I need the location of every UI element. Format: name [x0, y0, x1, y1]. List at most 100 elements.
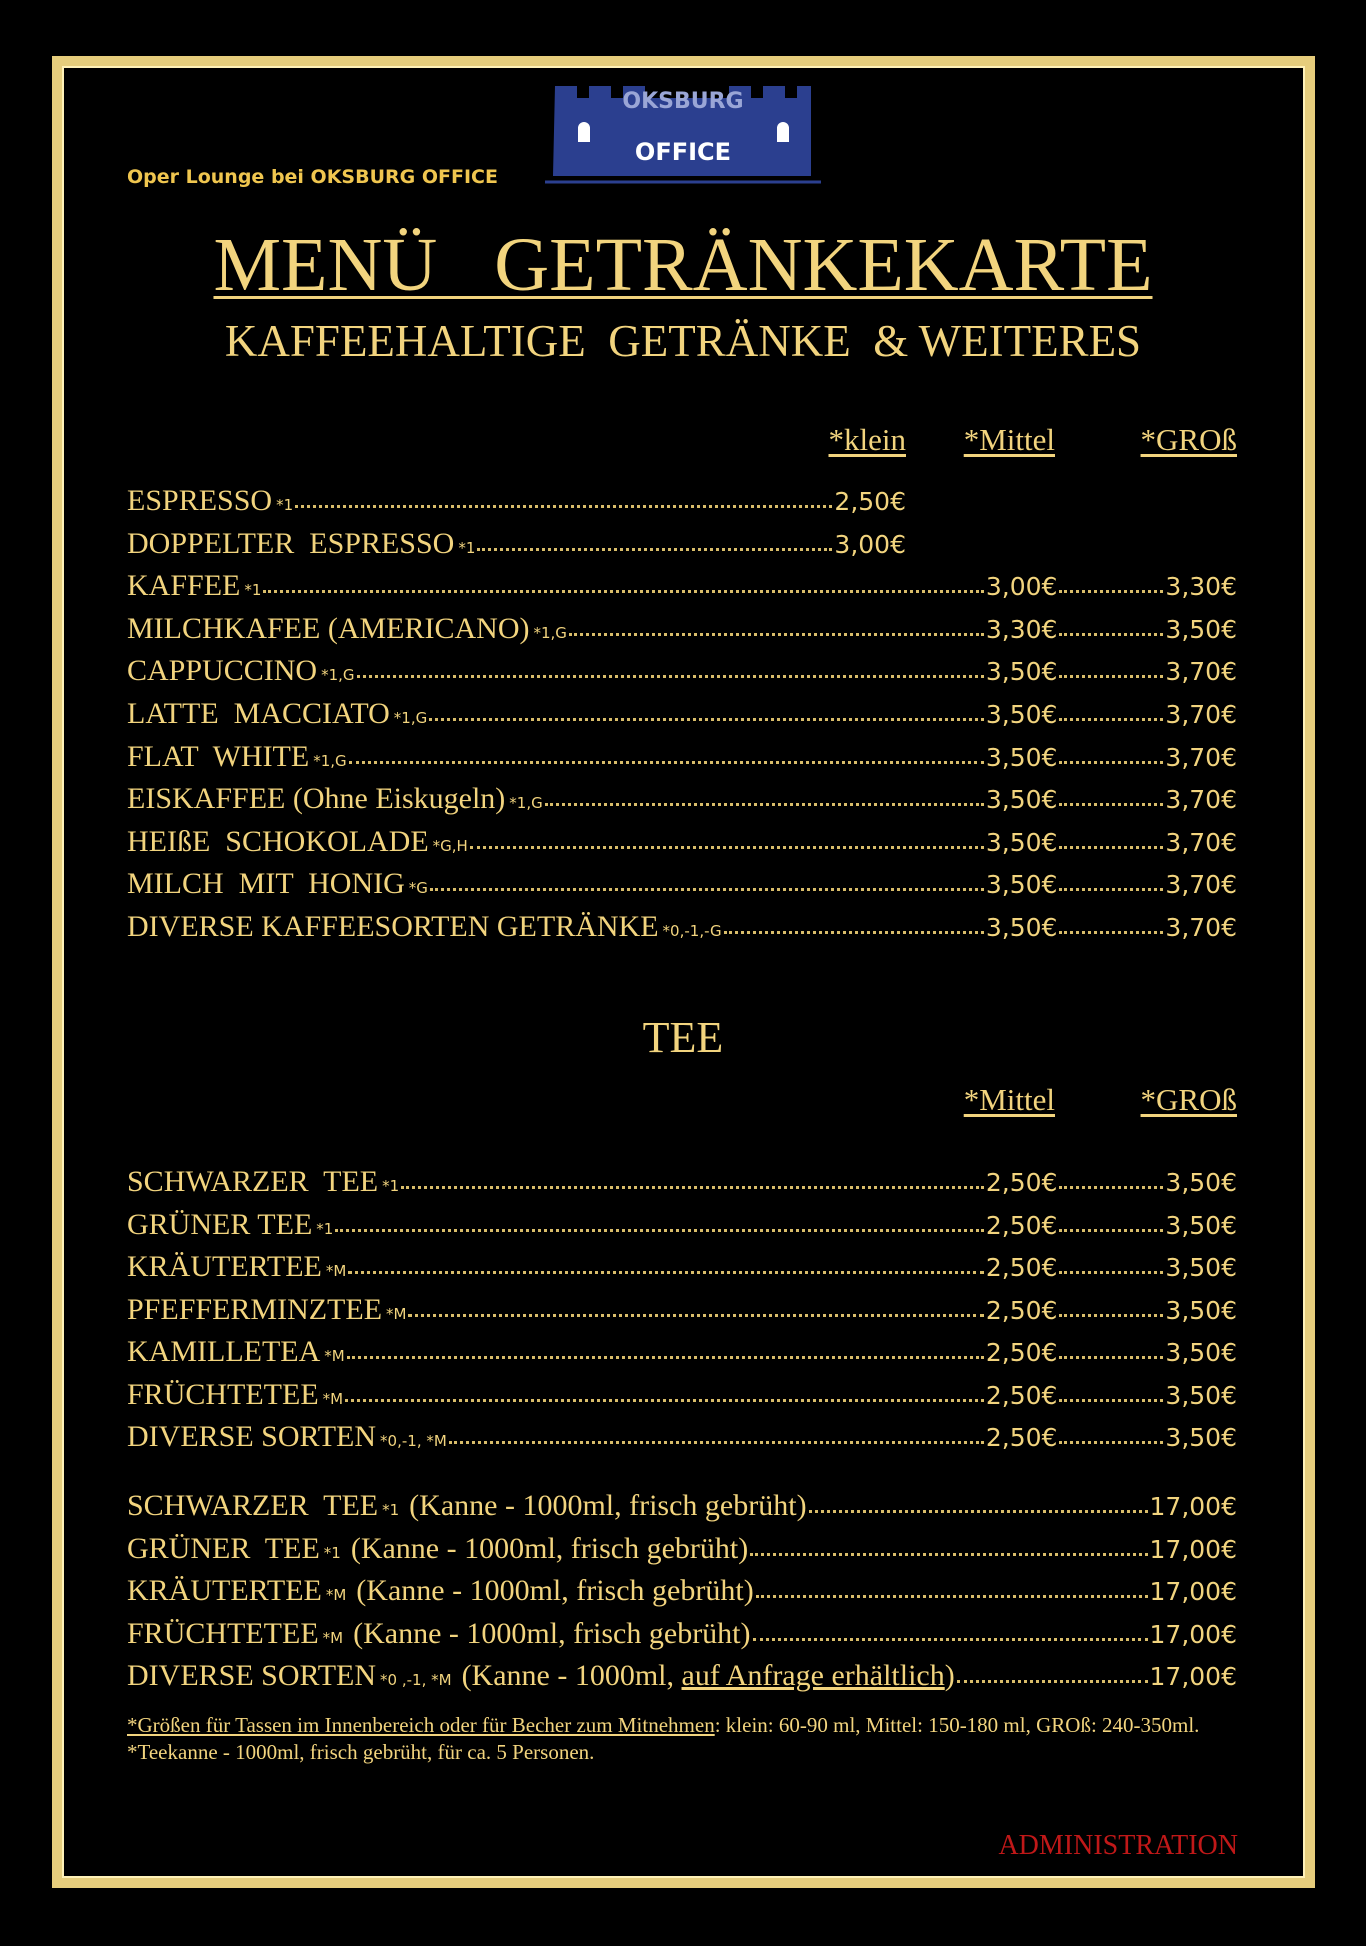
price: 3,70€	[1165, 700, 1237, 729]
dots	[752, 1637, 1148, 1641]
item-note: *1,G	[313, 751, 347, 770]
item-detail: (Kanne - 1000ml,	[461, 1659, 682, 1692]
dots	[429, 718, 984, 721]
dots	[1059, 632, 1164, 636]
menu-row: FRÜCHTETEE *M 2,50€ 3,50€	[127, 1378, 1237, 1418]
dots	[469, 845, 984, 849]
venue: Oper Lounge bei OKSBURG OFFICE	[127, 166, 498, 188]
menu-row: KAMILLETEA *M 2,50€ 3,50€	[127, 1335, 1237, 1375]
footnote: *Größen für Tassen im Innenbereich oder …	[127, 1712, 1247, 1766]
item-note: *M	[325, 1586, 347, 1604]
dots	[1059, 1398, 1164, 1402]
footer-link: ADMINISTRATION	[998, 1830, 1238, 1861]
dots	[348, 1271, 984, 1274]
dots	[429, 888, 984, 892]
dots	[1059, 1356, 1164, 1359]
item-name: DIVERSE KAFFEESORTEN GETRÄNKE	[127, 910, 659, 943]
price: 2,50€	[985, 1253, 1058, 1282]
item-note: *M	[386, 1304, 407, 1323]
price: 17,00€	[1149, 1492, 1237, 1521]
item-note: *1	[382, 1501, 400, 1519]
dots	[755, 1595, 1148, 1598]
item-note: *1	[458, 538, 476, 557]
item-detail: (Kanne - 1000ml, frisch gebrüht)	[353, 1616, 751, 1650]
price: 2,50€	[985, 1168, 1058, 1197]
price: 3,50€	[1165, 1423, 1237, 1452]
dots	[1059, 1271, 1164, 1274]
dots	[345, 1398, 984, 1402]
price: 3,70€	[1165, 657, 1237, 687]
dots	[1059, 845, 1164, 849]
item-name: SCHWARZER TEE	[127, 1165, 379, 1198]
item-name: DIVERSE SORTEN	[127, 1420, 377, 1453]
dots	[1059, 1186, 1164, 1189]
logo: OKSBURG OFFICE	[545, 86, 821, 184]
item-name: FLAT WHITE	[127, 739, 310, 773]
item-note: *M	[322, 1628, 344, 1647]
menu-row: CAPPUCCINO *1,G 3,50€ 3,70€	[127, 654, 1237, 694]
item-note: *1	[316, 1219, 334, 1238]
item-name: DOPPELTER ESPRESSO	[127, 526, 455, 560]
item-note: *M	[322, 1389, 344, 1408]
menu-row: KAFFEE *1 3,00€ 3,30€	[127, 569, 1237, 609]
dots	[1059, 675, 1164, 679]
item-detail: (Kanne - 1000ml, frisch gebrüht)	[409, 1489, 807, 1522]
price: 3,50€	[985, 657, 1058, 687]
dots	[295, 505, 833, 508]
dots	[1059, 803, 1164, 807]
item-note: *G,H	[432, 836, 468, 855]
item-name: KAMILLETEA	[127, 1335, 321, 1368]
item-name: GRÜNER TEE	[127, 1207, 313, 1241]
price: 17,00€	[1149, 1619, 1237, 1649]
item-name: EISKAFFEE (Ohne Eiskugeln)	[127, 782, 506, 816]
menu-row: SCHWARZER TEE *1 (Kanne - 1000ml, frisch g…	[127, 1489, 1237, 1529]
price: 2,50€	[985, 1423, 1058, 1452]
menu-row: DIVERSE SORTEN *0 ,-1, *M (Kanne - 1000ml,…	[127, 1659, 1237, 1699]
item-note: *1,G	[509, 794, 543, 813]
item-detail: (Kanne - 1000ml, frisch gebrüht)	[350, 1531, 749, 1565]
dots	[723, 931, 984, 934]
item-name: KRÄUTERTEE	[127, 1574, 322, 1607]
item-note: *1,G	[321, 666, 355, 685]
item-detail: auf Anfrage erhältlich	[681, 1659, 945, 1692]
dots	[263, 590, 984, 594]
menu-row: DIVERSE SORTEN *0,-1, *M 2,50€ 3,50€	[127, 1420, 1237, 1460]
price: 3,50€	[985, 785, 1058, 815]
dots	[348, 760, 984, 764]
price: 2,50€	[985, 1295, 1058, 1325]
footnote-part: *Größen für Tassen im Innenbereich oder …	[127, 1713, 715, 1737]
dots	[544, 803, 984, 807]
item-note: *G	[408, 879, 428, 898]
menu-row: DOPPELTER ESPRESSO *1 3,00€	[127, 527, 906, 567]
price: 3,50€	[1165, 1295, 1237, 1325]
logo-castle	[553, 86, 811, 176]
item-name: CAPPUCCINO	[127, 654, 318, 688]
item-name: KRÄUTERTEE	[127, 1250, 322, 1283]
price: 3,70€	[1165, 742, 1237, 772]
item-detail: (Kanne - 1000ml, frisch gebrüht)	[356, 1574, 754, 1607]
dots	[1059, 1313, 1164, 1317]
item-name: MILCH MIT HONIG	[127, 867, 405, 901]
tea-heading: TEE	[642, 1013, 724, 1062]
logo-top: OKSBURG	[622, 89, 743, 114]
price: 2,50€	[985, 1380, 1058, 1410]
price: 3,50€	[985, 742, 1058, 772]
item-name: SCHWARZER TEE	[127, 1489, 379, 1522]
footnote-part: : klein: 60-90 ml, Mittel: 150-180 ml, G…	[127, 1713, 1200, 1764]
price: 17,00€	[1149, 1534, 1237, 1564]
item-name: FRÜCHTETEE	[127, 1377, 319, 1411]
title: MENÜ GETRÄNKEKARTE	[213, 223, 1153, 307]
price: 3,50€	[1165, 1168, 1237, 1197]
dots	[1059, 1228, 1164, 1232]
dots	[408, 1313, 984, 1317]
item-name: PFEFFERMINZTEE	[127, 1292, 383, 1326]
item-note: *1	[244, 581, 262, 600]
menu-row: ESPRESSO *1 2,50€	[127, 484, 906, 524]
menu-row: MILCHKAFEE (AMERICANO) *1,G 3,30€ 3,50€	[127, 612, 1237, 652]
price: 3,00€	[834, 529, 906, 559]
item-name: LATTE MACCIATO	[127, 697, 390, 730]
menu-row: GRÜNER TEE *1 (Kanne - 1000ml, frisch gebr…	[127, 1532, 1237, 1572]
item-note: *1,G	[533, 623, 567, 642]
price: 3,50€	[985, 870, 1058, 900]
dots	[448, 1441, 984, 1444]
